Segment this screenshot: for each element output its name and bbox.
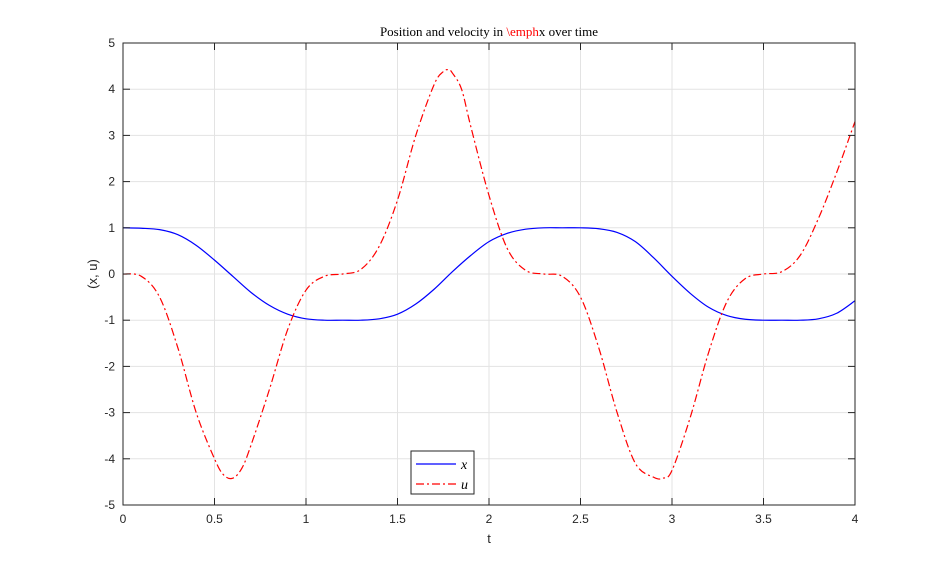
chart-title-part-0: Position and velocity in (380, 24, 506, 39)
x-tick-label-6: 3 (669, 512, 676, 526)
x-tick-label-3: 1.5 (389, 512, 406, 526)
grid (123, 43, 855, 505)
y-tick-label-2: -3 (104, 406, 115, 420)
chart-title-part-1: \emph (506, 24, 539, 39)
series-lines (122, 69, 856, 480)
y-tick-label-7: 2 (108, 175, 115, 189)
x-tick-label-1: 0.5 (206, 512, 223, 526)
y-tick-label-9: 4 (108, 82, 115, 96)
chart-title-part-2: x over time (539, 24, 598, 39)
x-tick-label-7: 3.5 (755, 512, 772, 526)
legend: x u (410, 450, 475, 495)
legend-label-u: u (461, 478, 468, 493)
y-tick-label-10: 5 (108, 36, 115, 50)
legend-box (410, 450, 475, 495)
x-axis-label: t (487, 531, 491, 546)
series-line-x (122, 227, 856, 321)
y-tick-label-0: -5 (104, 498, 115, 512)
axis-ticks: 0 0.5 1 1.5 2 2.5 3 3.5 4 -5 -4 -3 -2 -1 0 1 2 3 4 5 (104, 36, 858, 526)
x-tick-label-0: 0 (120, 512, 127, 526)
series-line-u (122, 69, 856, 480)
y-tick-label-4: -1 (104, 313, 115, 327)
y-tick-label-1: -4 (104, 452, 115, 466)
y-tick-label-3: -2 (104, 359, 115, 373)
x-tick-label-5: 2.5 (572, 512, 589, 526)
legend-label-x: x (460, 458, 468, 473)
y-tick-label-5: 0 (108, 267, 115, 281)
y-axis-label: (x, u) (85, 259, 100, 289)
y-tick-label-8: 3 (108, 128, 115, 142)
y-tick-label-6: 1 (108, 221, 115, 235)
x-tick-label-2: 1 (303, 512, 310, 526)
x-tick-label-4: 2 (486, 512, 493, 526)
x-tick-label-8: 4 (852, 512, 859, 526)
chart-title: Position and velocity in \emphx over tim… (380, 24, 598, 39)
